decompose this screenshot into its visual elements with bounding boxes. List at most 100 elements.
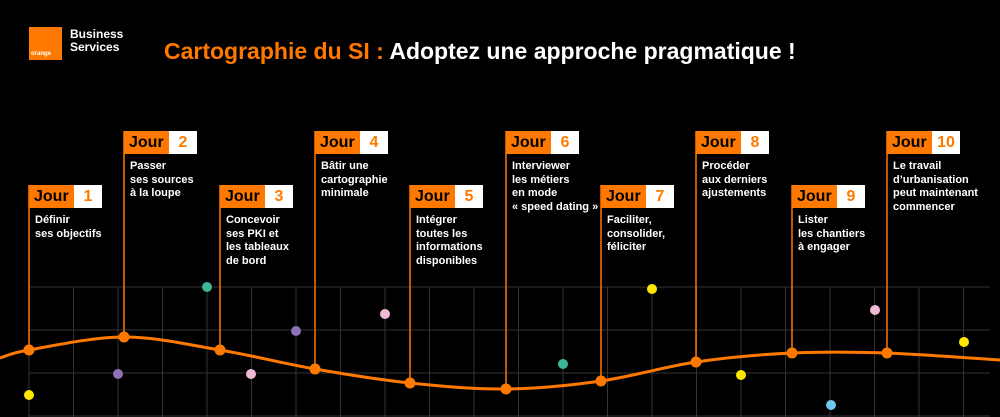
description-line: aux derniers	[702, 173, 768, 186]
description-line: « speed dating »	[512, 201, 599, 214]
day-3: Jour 3 Concevoir ses PKI et les tableaux de b…	[220, 185, 293, 267]
day-number: 2	[169, 131, 197, 154]
title-rest: Adoptez une approche pragmatique !	[383, 38, 796, 64]
day-number: 10	[932, 131, 960, 154]
day-5: Jour 5 Intégrer toutes les informations dispo…	[410, 185, 483, 267]
day-description: Lister les chantiers à engager	[798, 214, 865, 255]
day-milestone-dot	[23, 344, 35, 356]
description-line: les métiers	[512, 173, 570, 186]
day-milestone-dot	[881, 347, 893, 359]
decor-dot	[380, 309, 390, 319]
page-title: Cartographie du SI : Adoptez une approch…	[164, 38, 796, 65]
decor-dot	[870, 305, 880, 315]
description-line: ajustements	[702, 187, 767, 200]
day-label: Jour	[29, 185, 74, 208]
day-1: Jour 1 Définir ses objectifs	[29, 185, 102, 240]
day-milestone-dot	[786, 347, 798, 359]
day-description: Intégrer toutes les informations disponible…	[416, 214, 483, 269]
description-line: Bâtir une	[321, 160, 369, 172]
description-line: Procéder	[702, 160, 750, 172]
description-line: peut maintenant	[893, 187, 978, 200]
day-description: Faciliter, consolider, féliciter	[607, 214, 665, 255]
description-line: Définir	[35, 214, 70, 226]
description-line: Faciliter,	[607, 214, 652, 226]
day-milestone-dot	[309, 363, 321, 375]
decor-dot	[113, 369, 123, 379]
day-number: 4	[360, 131, 388, 154]
day-badge: Jour 8	[696, 131, 769, 154]
day-label: Jour	[506, 131, 551, 154]
day-6: Jour 6 Interviewer les métiers en mode « spee…	[506, 131, 598, 213]
description-line: les chantiers	[798, 227, 866, 240]
brand-name: Business Services	[70, 28, 123, 54]
day-badge: Jour 2	[124, 131, 197, 154]
decor-dot	[246, 369, 256, 379]
day-9: Jour 9 Lister les chantiers à engager	[792, 185, 865, 253]
day-7: Jour 7 Faciliter, consolider, féliciter	[601, 185, 674, 253]
day-badge: Jour 3	[220, 185, 293, 208]
day-milestone-dot	[404, 377, 416, 389]
day-label: Jour	[792, 185, 837, 208]
description-line: consolider,	[607, 227, 666, 240]
day-label: Jour	[887, 131, 932, 154]
day-milestone-dot	[595, 375, 607, 387]
description-line: Lister	[798, 214, 828, 226]
decor-dot	[558, 359, 568, 369]
description-line: les tableaux	[226, 241, 289, 254]
day-milestone-dot	[214, 344, 226, 356]
decor-dot	[24, 390, 34, 400]
day-number: 5	[455, 185, 483, 208]
day-badge: Jour 10	[887, 131, 960, 154]
description-line: Interviewer	[512, 160, 571, 172]
day-milestone-dot	[118, 331, 130, 343]
day-description: Définir ses objectifs	[35, 214, 102, 241]
description-line: informations	[416, 241, 483, 254]
day-badge: Jour 1	[29, 185, 102, 208]
day-label: Jour	[696, 131, 741, 154]
day-description: Le travail d’urbanisation peut maintenant c…	[893, 160, 978, 215]
description-line: cartographie	[321, 173, 388, 186]
description-line: de bord	[226, 255, 267, 268]
orange-logo: orange	[29, 27, 62, 60]
description-line: ses PKI et	[226, 227, 279, 240]
decor-dot	[291, 326, 301, 336]
brand-line1: Business	[70, 27, 124, 41]
day-number: 8	[741, 131, 769, 154]
decor-dot	[647, 284, 657, 294]
day-badge: Jour 6	[506, 131, 579, 154]
description-line: Concevoir	[226, 214, 280, 226]
day-badge: Jour 7	[601, 185, 674, 208]
description-line: minimale	[321, 187, 369, 200]
day-10: Jour 10 Le travail d’urbanisation peut maint…	[887, 131, 978, 213]
day-milestone-dot	[690, 356, 702, 368]
day-8: Jour 8 Procéder aux derniers ajustements	[696, 131, 769, 199]
day-badge: Jour 5	[410, 185, 483, 208]
day-description: Bâtir une cartographie minimale	[321, 160, 388, 201]
decor-dot	[826, 400, 836, 410]
day-2: Jour 2 Passer ses sources à la loupe	[124, 131, 197, 199]
timeline-curve	[0, 335, 1000, 391]
decor-dot	[736, 370, 746, 380]
description-line: à la loupe	[130, 187, 181, 200]
description-line: Passer	[130, 160, 167, 172]
description-line: d’urbanisation	[893, 173, 969, 186]
description-line: à engager	[798, 241, 850, 254]
description-line: disponibles	[416, 255, 478, 268]
day-badge: Jour 4	[315, 131, 388, 154]
description-line: commencer	[893, 201, 955, 214]
day-description: Passer ses sources à la loupe	[130, 160, 194, 201]
day-label: Jour	[220, 185, 265, 208]
description-line: Intégrer	[416, 214, 457, 226]
description-line: ses objectifs	[35, 227, 102, 240]
day-label: Jour	[124, 131, 169, 154]
day-number: 9	[837, 185, 865, 208]
decor-dot	[959, 337, 969, 347]
day-number: 3	[265, 185, 293, 208]
decor-dot	[202, 282, 212, 292]
day-milestone-dot	[500, 383, 512, 395]
day-label: Jour	[315, 131, 360, 154]
description-line: en mode	[512, 187, 558, 200]
logo-text: orange	[31, 51, 52, 57]
day-badge: Jour 9	[792, 185, 865, 208]
